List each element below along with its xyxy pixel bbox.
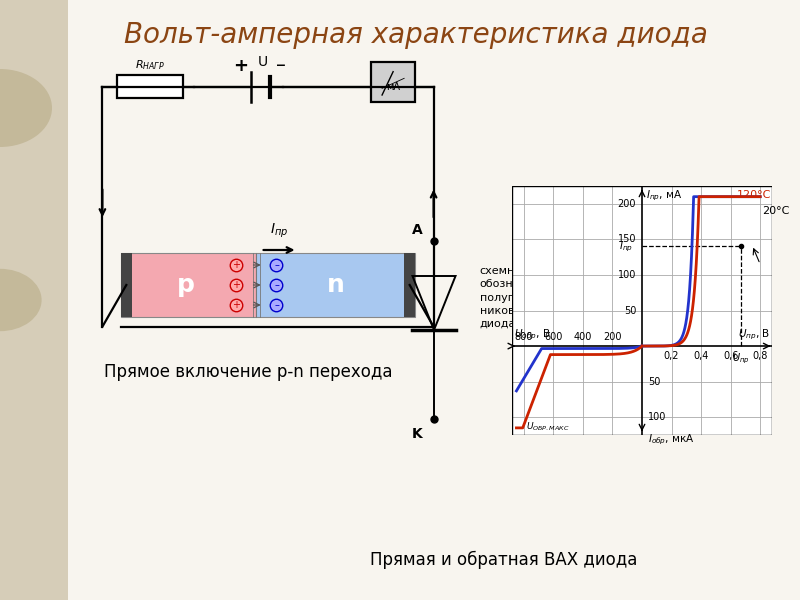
Text: n: n	[326, 273, 345, 297]
Text: 50: 50	[624, 305, 636, 316]
Text: 0,2: 0,2	[664, 351, 679, 361]
Bar	[121, 253, 132, 317]
Text: Прямая и обратная ВАХ диода: Прямая и обратная ВАХ диода	[370, 551, 638, 569]
Bar	[512, 186, 772, 435]
Text: 100: 100	[618, 270, 636, 280]
Text: $U_{пр}$: $U_{пр}$	[732, 352, 750, 366]
Text: 100: 100	[648, 412, 666, 422]
Text: p: p	[177, 273, 194, 297]
Text: +: +	[232, 280, 240, 290]
Text: $I_{пр}$: $I_{пр}$	[619, 239, 633, 254]
Text: 120°C: 120°C	[738, 190, 772, 200]
Text: –: –	[276, 56, 286, 75]
Text: +: +	[232, 260, 240, 270]
Text: U: U	[258, 55, 267, 70]
Text: 0,8: 0,8	[753, 351, 768, 361]
Bar	[404, 253, 415, 317]
Text: A: A	[412, 223, 423, 237]
Text: схемное
обозначение
полупровод-
никового
диода: схемное обозначение полупровод- никового…	[480, 266, 555, 329]
Bar	[117, 75, 183, 98]
Text: K: K	[412, 427, 423, 441]
Text: 200: 200	[618, 199, 636, 209]
Text: Прямое включение p-n перехода: Прямое включение p-n перехода	[104, 363, 393, 381]
Text: +: +	[232, 300, 240, 310]
Text: $U_{обр}$, В: $U_{обр}$, В	[514, 328, 550, 342]
Text: $U_{пр}$, В: $U_{пр}$, В	[738, 328, 770, 342]
Text: –: –	[274, 260, 279, 270]
Text: $I_{пр}$: $I_{пр}$	[270, 221, 288, 240]
Text: 800: 800	[514, 332, 533, 342]
Text: $I_{пр}$, мА: $I_{пр}$, мА	[646, 189, 682, 203]
Bar	[121, 253, 256, 317]
Text: 0,4: 0,4	[694, 351, 709, 361]
Text: $U_{ОБР.МАКС}$: $U_{ОБР.МАКС}$	[526, 421, 570, 433]
Text: Вольт-амперная характеристика диода: Вольт-амперная характеристика диода	[124, 21, 708, 49]
Text: 150: 150	[618, 235, 636, 244]
Text: 50: 50	[648, 377, 660, 386]
Text: $I_{обр}$, мкА: $I_{обр}$, мкА	[648, 432, 694, 446]
Text: $R_{НАГР}$: $R_{НАГР}$	[135, 58, 165, 71]
Text: 0,6: 0,6	[723, 351, 738, 361]
Text: 400: 400	[574, 332, 592, 342]
Text: –: –	[274, 280, 279, 290]
Text: 600: 600	[544, 332, 562, 342]
Text: –: –	[274, 300, 279, 310]
Text: мА: мА	[386, 82, 400, 92]
Text: +: +	[233, 57, 248, 75]
Text: 200: 200	[603, 332, 622, 342]
Bar	[371, 62, 415, 101]
Text: 20°C: 20°C	[762, 206, 790, 216]
Bar	[256, 253, 415, 317]
